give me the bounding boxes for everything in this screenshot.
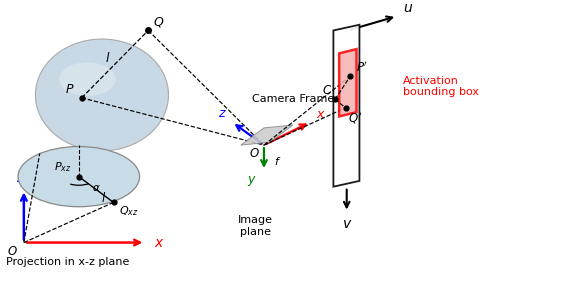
Text: $l$: $l$: [101, 191, 106, 205]
Text: $z$: $z$: [218, 107, 226, 120]
Text: $P_{xz}$: $P_{xz}$: [55, 161, 72, 174]
Polygon shape: [241, 125, 293, 145]
Text: $x$: $x$: [154, 236, 165, 249]
Circle shape: [18, 146, 140, 207]
Text: $f$: $f$: [274, 155, 282, 167]
Ellipse shape: [35, 39, 169, 151]
Text: $Q'$: $Q'$: [349, 111, 362, 126]
Text: $P$: $P$: [65, 83, 75, 96]
Text: $u$: $u$: [403, 1, 413, 15]
Polygon shape: [339, 49, 357, 117]
Text: Projection in x-z plane: Projection in x-z plane: [6, 257, 130, 267]
Text: $x$: $x$: [316, 108, 326, 121]
Polygon shape: [334, 25, 360, 187]
Text: $l$: $l$: [104, 51, 110, 65]
Text: $\alpha$: $\alpha$: [92, 183, 100, 193]
Text: Activation
bounding box: Activation bounding box: [403, 76, 479, 97]
Text: $y$: $y$: [247, 174, 257, 188]
Text: $Q_{xz}$: $Q_{xz}$: [119, 204, 139, 218]
Ellipse shape: [59, 63, 116, 96]
Text: $P'$: $P'$: [356, 60, 368, 75]
Text: Camera Frame: Camera Frame: [252, 94, 334, 104]
Text: $z$: $z$: [16, 171, 26, 185]
Text: $O$: $O$: [8, 246, 18, 259]
Text: $Q$: $Q$: [153, 15, 164, 29]
Text: $v$: $v$: [342, 217, 352, 231]
Text: $C$: $C$: [322, 84, 332, 97]
Text: Image
plane: Image plane: [238, 215, 273, 237]
Text: $O$: $O$: [249, 146, 259, 159]
